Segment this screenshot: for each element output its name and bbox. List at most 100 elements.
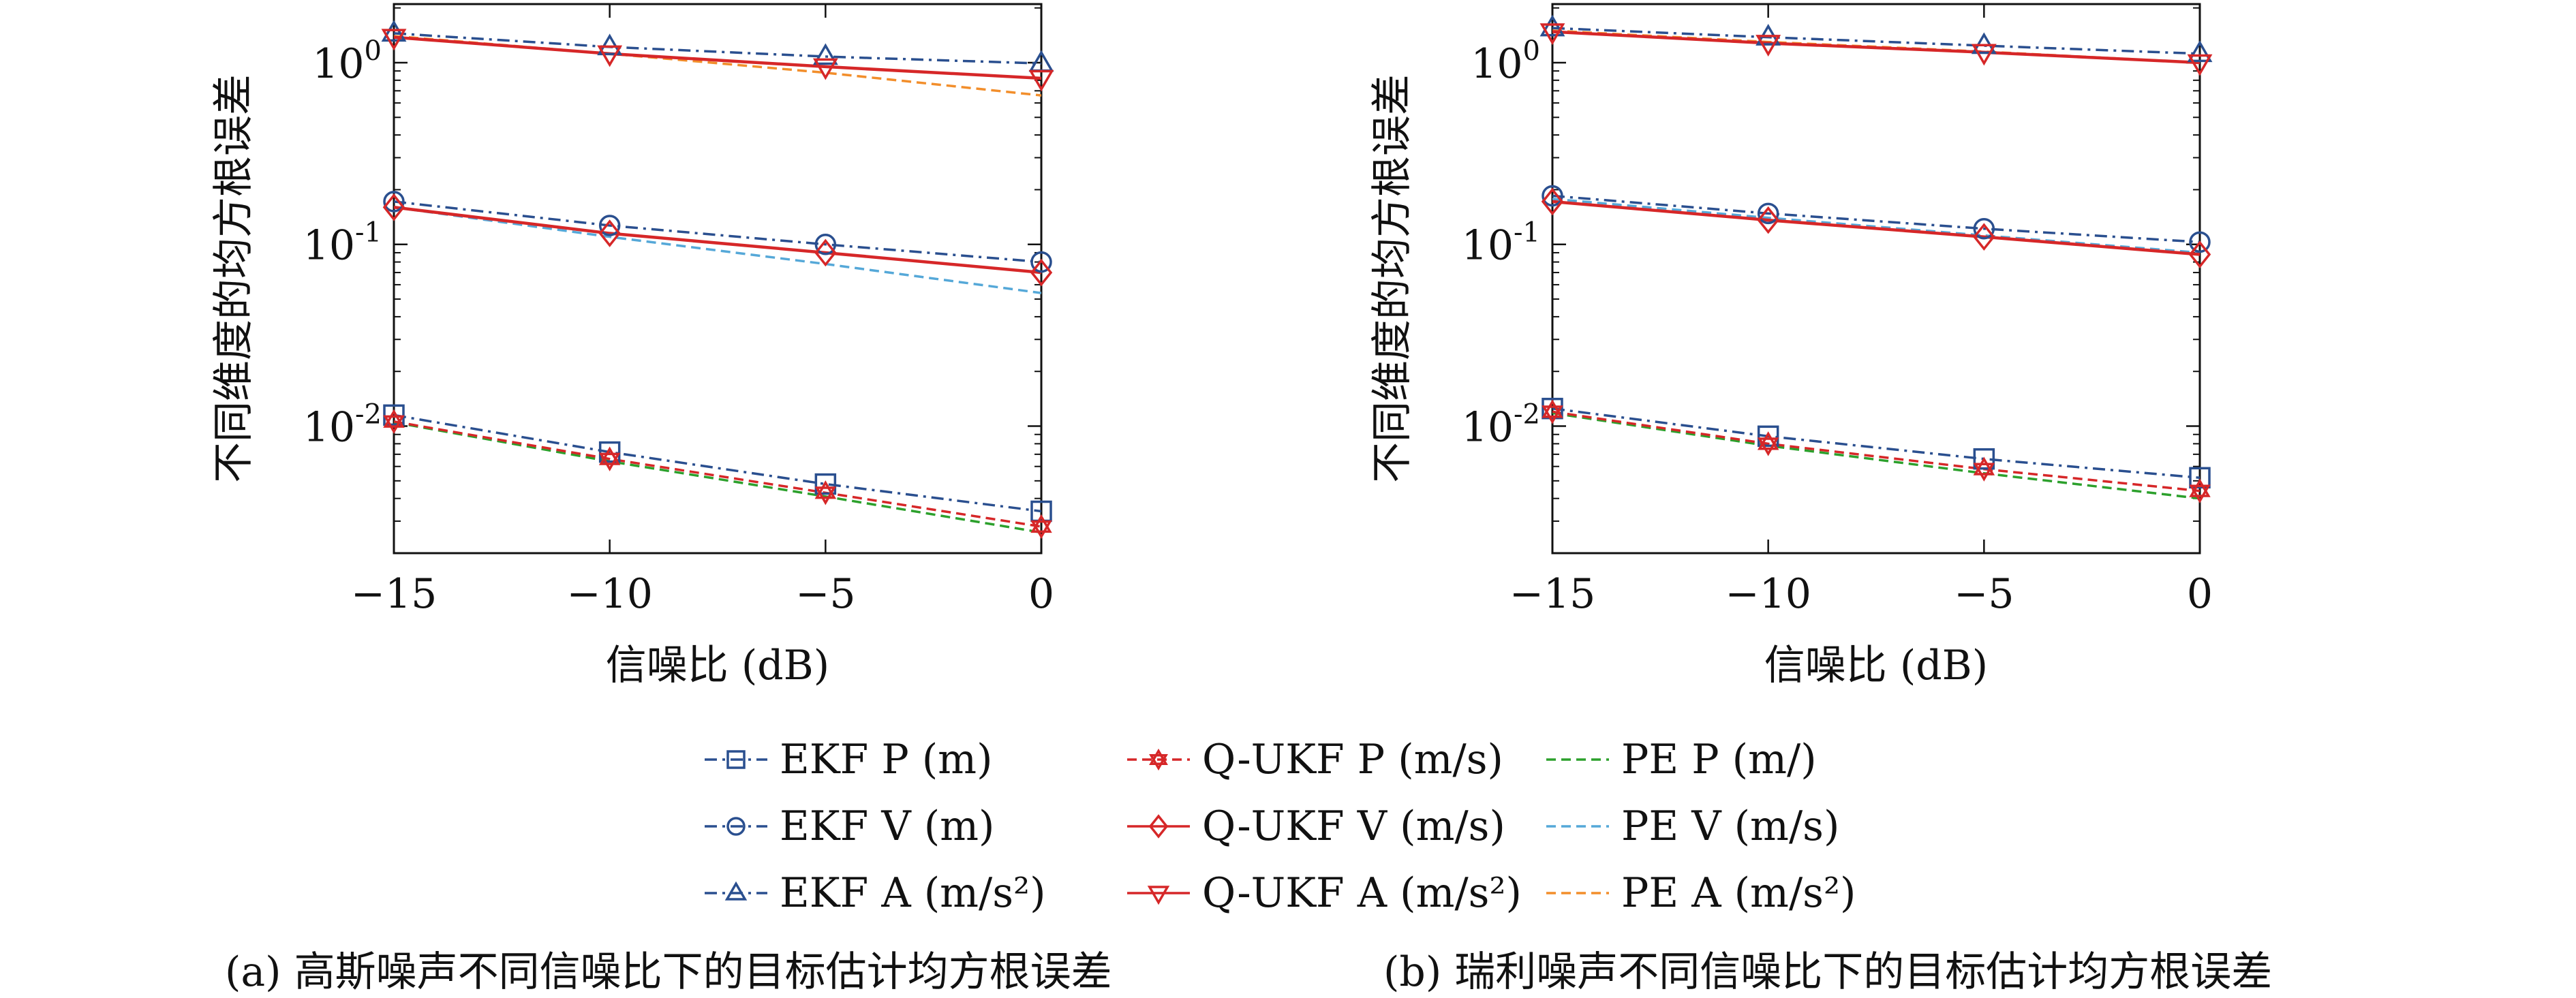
series-line [1552,411,2200,500]
series-line [394,421,1041,534]
legend-label: PE V (m/s) [1621,802,1840,850]
legend-marker [1148,814,1169,839]
data-point [383,409,405,434]
legend-label: PE A (m/s²) [1621,869,1856,917]
data-point [1755,35,1781,57]
legend-swatch [705,881,767,901]
data-point [1971,32,1997,54]
legend-swatch [1127,886,1190,905]
legend-label: EKF A (m/s²) [780,869,1046,917]
series-line [394,206,1041,275]
legend-swatch [1546,825,1609,828]
data-point [383,404,405,426]
y-tick-label: 100 [1471,35,1540,88]
legend-label: EKF P (m) [780,736,993,783]
x-tick-label: −5 [1954,570,2014,618]
series-line [394,35,1041,80]
data-point [1973,223,1995,251]
data-point [1757,206,1779,234]
x-tick-label: 0 [1028,570,1054,618]
x-tick-label: −10 [566,570,653,618]
data-point [2188,240,2211,268]
data-point [598,446,621,471]
legend-marker [726,750,746,769]
series-line [1552,198,2200,254]
legend-label: Q-UKF V (m/s) [1202,802,1505,850]
data-point [2189,231,2211,253]
legend: EKF P (m) EKF V (m) EKF A (m/s²) Q-UKF P (m… [702,729,1874,933]
legend-swatch [1127,814,1190,839]
legend-label: Q-UKF P (m/s) [1202,736,1503,783]
legend-swatch [705,817,767,836]
data-point [381,20,407,42]
series-line [1552,194,2200,244]
legend-swatch [1127,748,1190,771]
x-axis-label: 信噪比 (dB) [1764,642,1988,689]
data-point [1539,23,1565,46]
data-point [597,45,623,67]
data-point [383,191,405,213]
legend-label: Q-UKF A (m/s²) [1202,869,1522,917]
series-line [1552,200,2200,256]
data-point [814,233,837,255]
data-point [1757,202,1779,225]
y-tick-label: 100 [312,35,382,88]
data-point [1971,44,1997,66]
legend-item: EKF A (m/s²) [702,862,1046,924]
y-tick-label: 10-1 [1462,217,1540,270]
legend-item: PE A (m/s²) [1544,862,1856,924]
y-tick-label: 10-1 [303,217,382,270]
data-point [1757,425,1779,448]
series-line [394,32,1041,65]
data-point [814,238,837,267]
series-line [1552,27,2200,55]
data-point [1030,258,1053,287]
series-line [1552,30,2200,65]
legend-item: EKF P (m) [702,729,992,790]
legend-swatch [705,750,767,769]
data-point [1030,514,1052,540]
data-point [1973,217,1995,240]
legend-item: Q-UKF A (m/s²) [1124,862,1522,924]
series-line [394,206,1041,294]
panel-b-caption: (b) 瑞利噪声不同信噪比下的目标估计均方根误差 [1383,948,2273,996]
legend-item: PE P (m/) [1544,729,1817,790]
series-line [394,420,1041,528]
plot-area [394,32,1041,534]
data-point [2187,54,2213,76]
legend-marker [724,881,748,901]
data-point [598,219,621,247]
y-tick-label: 10-2 [303,399,382,452]
x-tick-label: −10 [1725,570,1811,618]
data-point [598,215,621,236]
plot-area [1552,27,2200,500]
data-point [1028,69,1054,92]
y-axis-label: 不同维度的均方根误差 [210,74,258,483]
data-point [1757,431,1779,456]
x-tick-label: −15 [1509,570,1596,618]
legend-item: PE V (m/s) [1544,796,1839,857]
plot-frame [393,3,1043,555]
legend-swatch [1546,892,1609,894]
data-point [1542,397,1563,420]
legend-marker [726,817,746,836]
legend-item: EKF V (m) [702,796,994,857]
data-point [1973,448,1995,470]
data-point [2189,478,2211,503]
series-line [394,414,1041,513]
x-tick-label: 0 [2187,570,2213,618]
data-point [812,58,838,80]
data-point [1541,187,1564,216]
legend-item: Q-UKF V (m/s) [1124,796,1505,857]
y-tick-label: 10-2 [1462,399,1540,452]
data-point [814,473,837,495]
data-point [812,43,838,65]
data-point [1542,185,1563,207]
data-point [2189,467,2211,489]
y-axis-label: 不同维度的均方根误差 [1368,74,1416,483]
legend-label: EKF V (m) [780,802,995,850]
chart-panel-b: 10-2 10-1 100 −15 −10 −5 0 信噪比 (dB) 不同维度的均方根误差 [1368,3,2213,689]
panel-a-caption: (a) 高斯噪声不同信噪比下的目标估计均方根误差 [225,948,1112,996]
legend-item: Q-UKF P (m/s) [1124,729,1503,790]
plot-frame [1551,3,2201,555]
